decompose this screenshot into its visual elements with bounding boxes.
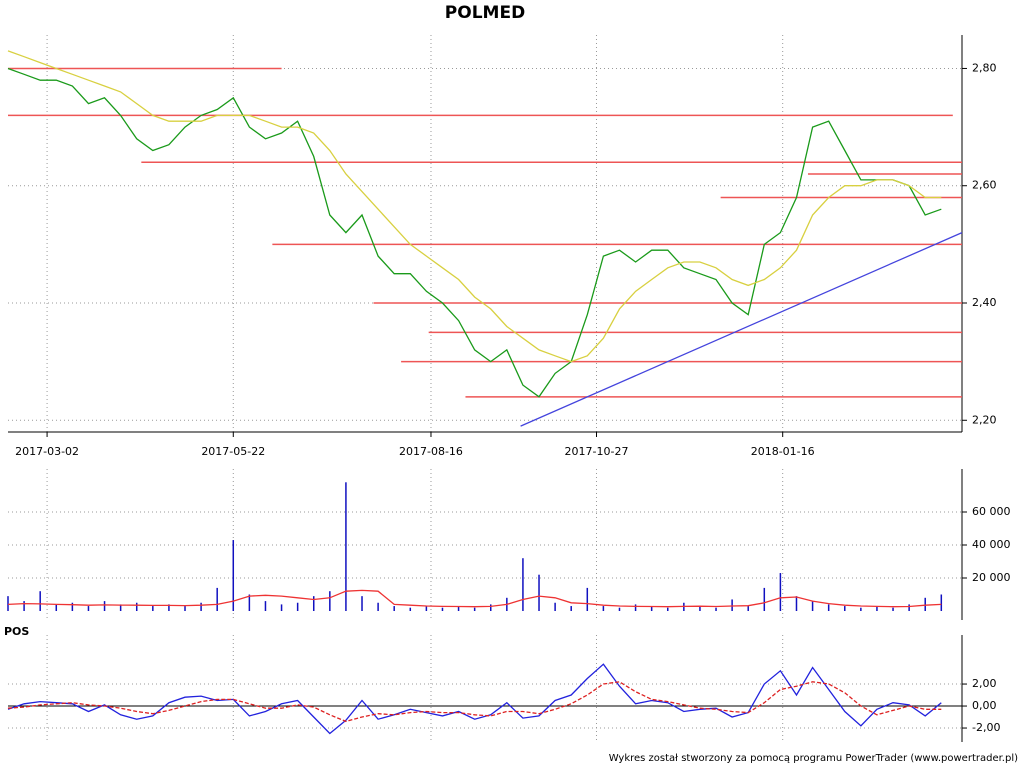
volume-bar	[23, 601, 25, 611]
volume-bar	[795, 596, 798, 611]
volume-bar	[361, 596, 363, 611]
volume-bar	[699, 606, 701, 611]
volume-bar	[55, 604, 58, 611]
volume-bar	[312, 596, 315, 611]
volume-bar	[409, 607, 412, 611]
volume-bar	[522, 558, 524, 611]
y-tick-label: 0,00	[972, 699, 997, 712]
volume-bar	[763, 587, 766, 611]
volume-bar	[554, 602, 556, 611]
volume-bar	[827, 604, 830, 611]
volume-bar	[844, 606, 846, 611]
volume-bar	[860, 607, 862, 611]
volume-bar	[731, 599, 733, 611]
volume-bar	[715, 607, 717, 611]
y-tick-label: 2,80	[972, 61, 997, 74]
series-line	[7, 67, 942, 398]
volume-bar	[876, 606, 878, 611]
volume-bar	[329, 591, 331, 611]
volume-bar	[184, 606, 186, 611]
volume-bar	[538, 574, 540, 611]
volume-bar	[248, 594, 251, 611]
volume-bar	[425, 606, 428, 611]
volume-bar	[232, 540, 235, 611]
volume-bar	[473, 607, 476, 611]
trend-line	[520, 232, 963, 427]
volume-bar	[264, 601, 267, 611]
volume-bar	[457, 606, 460, 611]
volume-average	[7, 589, 942, 608]
y-tick-label: 40 000	[972, 538, 1011, 551]
chart-title: POLMED	[445, 3, 525, 23]
volume-bar	[296, 602, 299, 611]
series-line	[7, 50, 942, 363]
y-tick-label: 60 000	[972, 505, 1011, 518]
y-tick-label: 2,20	[972, 413, 997, 426]
y-tick-label: 20 000	[972, 571, 1011, 584]
x-tick-label: 2017-03-02	[15, 445, 79, 458]
x-tick-label: 2017-08-16	[399, 445, 463, 458]
volume-bar	[39, 591, 41, 611]
volume-bar	[168, 604, 170, 611]
volume-bar	[280, 604, 283, 611]
volume-bar	[667, 607, 669, 611]
volume-bar	[152, 606, 154, 611]
volume-bar	[87, 606, 90, 611]
volume-bar	[924, 597, 926, 611]
volume-bar	[393, 606, 395, 611]
panel-label: POS	[4, 625, 29, 638]
volume-bar	[618, 607, 621, 611]
series-line	[7, 681, 942, 723]
volume-bar	[650, 606, 653, 611]
y-tick-label: -2,00	[972, 721, 1000, 734]
series-line	[7, 663, 942, 735]
volume-bar	[135, 602, 138, 611]
volume-bar	[570, 606, 572, 611]
volume-bar	[103, 601, 106, 611]
volume-bar	[119, 604, 122, 611]
volume-bar	[200, 602, 202, 611]
volume-bar	[377, 602, 379, 611]
volume-bar	[586, 587, 589, 611]
volume-bar	[940, 594, 943, 611]
footer: Wykres został stworzony za pomocą progra…	[609, 753, 1018, 764]
volume-bar	[779, 573, 782, 611]
y-tick-label: 2,40	[972, 296, 997, 309]
volume-bar	[634, 604, 637, 611]
volume-bar	[489, 604, 492, 611]
volume-bar	[908, 604, 910, 611]
y-tick-label: 2,00	[972, 677, 997, 690]
x-tick-label: 2017-05-22	[201, 445, 265, 458]
volume-bar	[747, 606, 749, 611]
volume-bar	[216, 587, 218, 611]
volume-bar	[71, 602, 74, 611]
volume-bar	[892, 607, 894, 611]
y-tick-label: 2,60	[972, 179, 997, 192]
volume-bar	[345, 482, 347, 611]
volume-bar	[811, 601, 814, 611]
volume-bar	[602, 606, 605, 611]
volume-bar	[441, 607, 444, 611]
x-tick-label: 2018-01-16	[751, 445, 815, 458]
x-tick-label: 2017-10-27	[565, 445, 629, 458]
volume-bar	[7, 596, 9, 611]
